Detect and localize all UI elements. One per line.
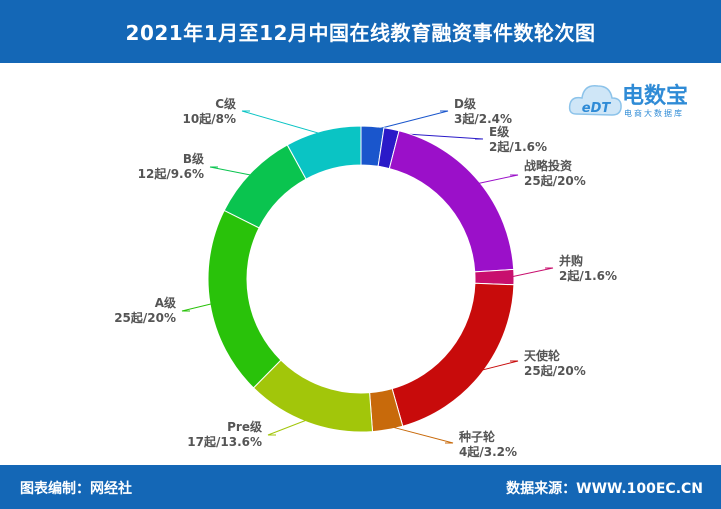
slice-value-label: 3起/2.4%: [454, 111, 512, 126]
slice-A级: [207, 209, 282, 389]
donut-chart: D级3起/2.4%E级2起/1.6%战略投资25起/20%并购2起/1.6%天使…: [114, 96, 617, 459]
slice-name-label: 种子轮: [458, 429, 496, 444]
slice-value-label: 25起/20%: [524, 173, 586, 188]
footer-source: 数据来源：WWW.100EC.CN: [506, 481, 703, 497]
logo-mark: eDT: [582, 101, 612, 116]
slice-并购: [474, 268, 515, 286]
slice-name-label: 并购: [559, 253, 583, 268]
slice-value-label: 2起/1.6%: [559, 268, 617, 283]
slice-name-label: B级: [183, 151, 204, 166]
slice-value-label: 17起/13.6%: [187, 434, 262, 449]
cloud-icon: eDT: [568, 85, 622, 116]
page-title: 2021年1月至12月中国在线教育融资事件数轮次图: [125, 21, 596, 45]
slice-value-label: 12起/9.6%: [138, 166, 204, 181]
slice-C级: [286, 125, 362, 180]
slice-name-label: 天使轮: [524, 348, 561, 363]
slice-value-label: 10起/8%: [183, 111, 236, 126]
slice-天使轮: [391, 282, 515, 427]
logo-brand: 电数宝: [622, 84, 689, 109]
slice-name-label: D级: [454, 96, 476, 111]
slice-name-label: Pre级: [227, 419, 262, 434]
slice-name-label: E级: [489, 124, 509, 139]
leader-line-B级: [209, 166, 254, 177]
leader-line-C级: [241, 110, 325, 136]
leader-line-Pre级: [267, 418, 310, 436]
leader-line-并购: [509, 267, 554, 278]
slice-name-label: 战略投资: [524, 158, 572, 173]
slice-name-label: A级: [155, 295, 176, 310]
edt-logo: eDT 电数宝 电商大数据库: [566, 70, 716, 130]
leader-line-种子轮: [386, 425, 454, 444]
leader-line-E级: [390, 132, 484, 140]
leader-line-天使轮: [478, 360, 519, 372]
footer-bar: 图表编制：网经社 数据来源：WWW.100EC.CN: [0, 465, 721, 509]
leader-line-A级: [181, 302, 215, 312]
slice-value-label: 4起/3.2%: [459, 444, 517, 459]
logo-subtitle: 电商大数据库: [624, 109, 684, 118]
slice-value-label: 25起/20%: [524, 363, 586, 378]
slice-Pre级: [252, 359, 374, 433]
slice-value-label: 2起/1.6%: [489, 139, 547, 154]
footer-credit: 图表编制：网经社: [20, 481, 132, 497]
slice-name-label: C级: [215, 96, 236, 111]
header-bar: 2021年1月至12月中国在线教育融资事件数轮次图: [0, 0, 721, 63]
slice-value-label: 25起/20%: [114, 310, 176, 325]
leader-line-D级: [372, 110, 449, 131]
leader-line-战略投资: [475, 174, 519, 185]
